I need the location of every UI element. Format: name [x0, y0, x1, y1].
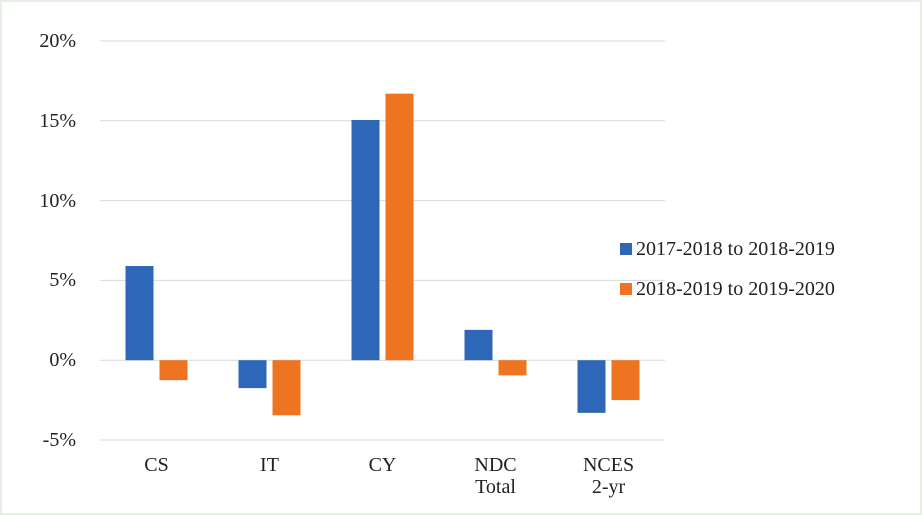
x-tick-label: NCES 2-yr	[582, 454, 635, 498]
y-tick-label: 15%	[39, 109, 76, 132]
bar	[498, 360, 527, 376]
x-tick-label: CY	[368, 454, 397, 476]
bar	[385, 93, 414, 361]
x-tick-label: IT	[260, 454, 279, 476]
legend-label: 2018-2019 to 2019-2020	[636, 278, 835, 300]
legend-label: 2017-2018 to 2018-2019	[636, 238, 835, 260]
x-tick-label: CS	[144, 454, 169, 476]
legend-swatch	[620, 243, 632, 255]
bar	[611, 360, 640, 401]
legend-swatch	[620, 283, 632, 295]
bar	[238, 360, 267, 389]
bar	[464, 329, 493, 361]
y-tick-label: 20%	[39, 30, 76, 52]
y-tick-label: -5%	[42, 429, 76, 451]
legend-item: 2017-2018 to 2018-2019	[620, 238, 835, 260]
y-tick-label: 10%	[39, 189, 76, 212]
bar	[272, 360, 301, 416]
bar	[351, 120, 380, 361]
bar	[577, 360, 606, 413]
bar	[159, 360, 188, 381]
bar	[125, 266, 154, 361]
legend-item: 2018-2019 to 2019-2020	[620, 278, 835, 300]
y-tick-label: 5%	[49, 269, 76, 292]
x-tick-label: NDC Total	[474, 454, 517, 498]
y-tick-label: 0%	[49, 349, 76, 372]
